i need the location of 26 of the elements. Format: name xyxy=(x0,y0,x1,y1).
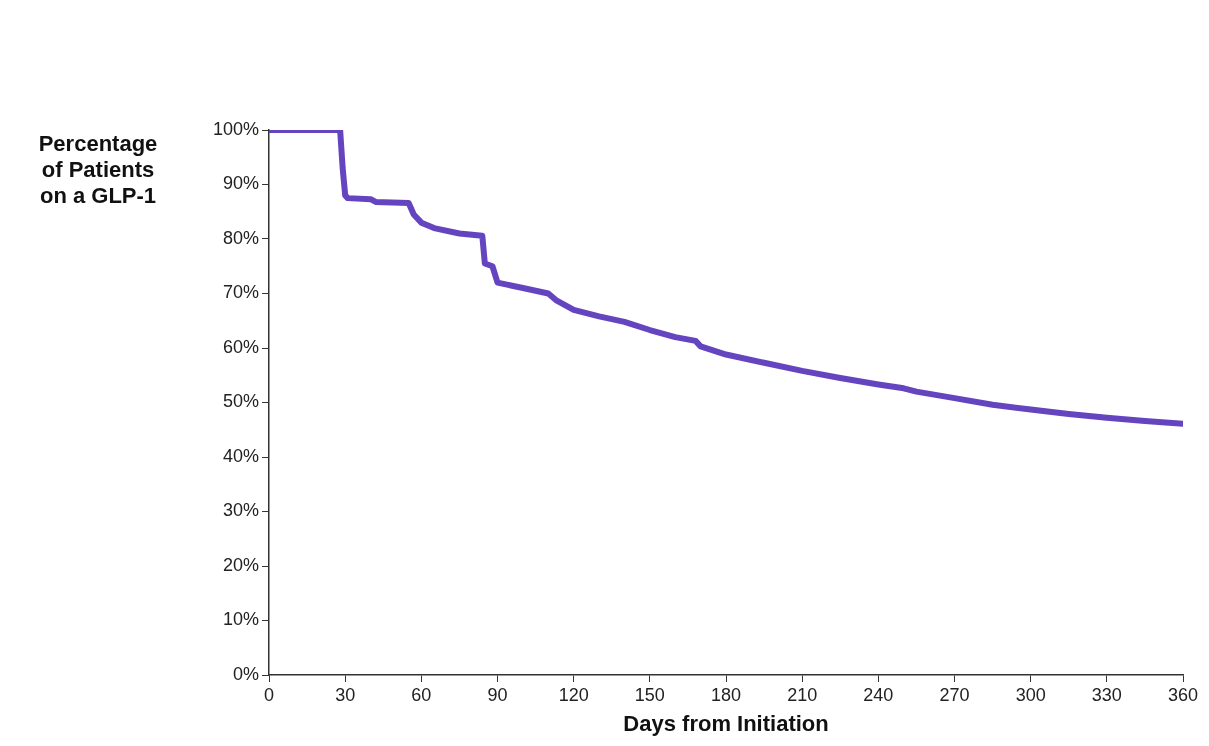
x-tick-label: 240 xyxy=(863,684,894,705)
y-tick-label: 80% xyxy=(223,227,260,248)
x-axis-title: Days from Initiation xyxy=(623,710,829,736)
y-tick-label: 40% xyxy=(223,445,260,466)
x-tick-label: 90 xyxy=(487,684,508,705)
x-tick-label: 330 xyxy=(1091,684,1122,705)
y-tick-label: 10% xyxy=(223,609,260,630)
x-tick-label: 270 xyxy=(939,684,970,705)
x-tick-label: 210 xyxy=(787,684,818,705)
y-axis-title: Percentage of Patients on a GLP-1 xyxy=(38,131,158,209)
y-tick-label: 20% xyxy=(223,554,260,575)
y-tick-label: 0% xyxy=(233,663,260,684)
x-tick-label: 150 xyxy=(634,684,665,705)
x-tick-label: 0 xyxy=(264,684,275,705)
x-tick-label: 360 xyxy=(1167,684,1199,705)
x-tick-label: 300 xyxy=(1015,684,1046,705)
x-tick-label: 120 xyxy=(558,684,589,705)
x-tick-label: 60 xyxy=(411,684,432,705)
y-tick-label: 70% xyxy=(223,282,260,303)
y-tick-label: 50% xyxy=(223,391,260,412)
x-tick-label: 30 xyxy=(335,684,356,705)
y-tick-label: 90% xyxy=(223,173,260,194)
y-tick-label: 100% xyxy=(212,118,260,139)
x-tick-label: 180 xyxy=(711,684,742,705)
y-tick-label: 30% xyxy=(223,500,260,521)
y-tick-label: 60% xyxy=(223,336,260,357)
